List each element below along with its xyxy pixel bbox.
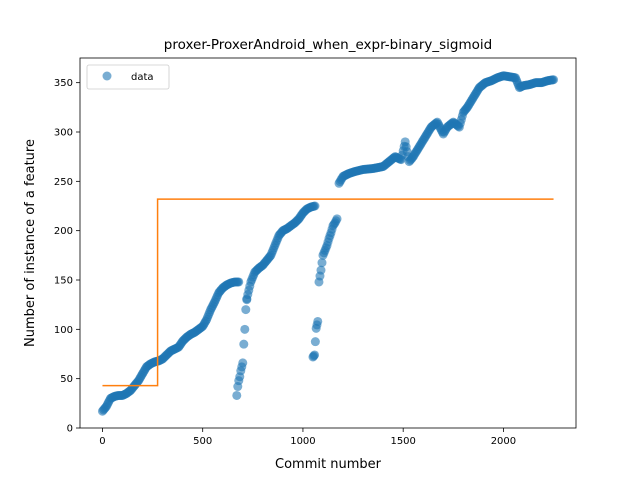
- data-point: [232, 390, 242, 400]
- data-point: [310, 337, 320, 347]
- y-tick-label: 150: [54, 276, 73, 287]
- x-tick-label: 0: [99, 436, 105, 447]
- x-axis-label: Commit number: [275, 457, 382, 472]
- y-tick-label: 100: [54, 325, 73, 336]
- data-point: [310, 350, 320, 360]
- data-point: [332, 214, 342, 224]
- fit-step-line: [102, 198, 554, 387]
- y-tick-label: 350: [54, 78, 73, 89]
- data-point: [238, 358, 248, 368]
- y-tick-label: 50: [60, 374, 73, 385]
- plot-area: [97, 71, 559, 416]
- y-tick-label: 200: [54, 226, 73, 237]
- legend-label-data: data: [131, 72, 154, 83]
- y-axis-label: Number of instance of a feature: [23, 139, 38, 347]
- y-tick-label: 250: [54, 177, 73, 188]
- data-point: [234, 277, 244, 287]
- y-tick-label: 0: [67, 424, 73, 435]
- data-point: [241, 305, 251, 315]
- x-tick-label: 500: [193, 436, 212, 447]
- y-axis: 0 50 100 150 200 250 300 350: [54, 78, 80, 435]
- legend-marker-data: [102, 71, 112, 81]
- data-point: [239, 339, 249, 349]
- data-point: [310, 201, 320, 211]
- x-tick-label: 1500: [390, 436, 415, 447]
- x-tick-label: 1000: [290, 436, 315, 447]
- legend: data: [86, 64, 170, 90]
- data-point: [240, 324, 250, 334]
- chart-title: proxer-ProxerAndroid_when_expr-binary_si…: [164, 37, 492, 53]
- data-point: [317, 258, 327, 268]
- data-point: [316, 265, 326, 275]
- y-tick-label: 300: [54, 128, 73, 139]
- data-point: [549, 75, 559, 85]
- x-axis: 0 500 1000 1500 2000: [99, 428, 516, 447]
- data-point: [313, 316, 323, 326]
- axes-frame: [79, 57, 577, 429]
- x-tick-label: 2000: [491, 436, 516, 447]
- legend-box: [86, 64, 170, 90]
